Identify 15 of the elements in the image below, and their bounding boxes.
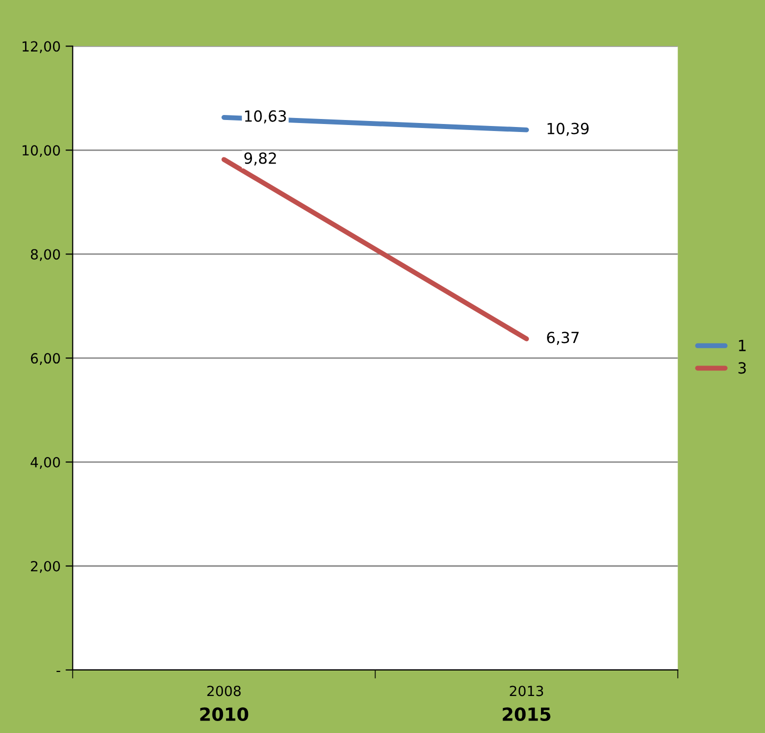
legend-label: 3: [738, 362, 746, 374]
y-tick-label: 12,00: [22, 41, 60, 54]
data-label: 6,37: [547, 332, 579, 345]
y-tick-label: 4,00: [30, 457, 60, 469]
y-tick-label: 8,00: [30, 249, 60, 261]
data-label: 9,82: [244, 152, 276, 166]
legend-label: 1: [738, 340, 746, 352]
data-label: 10,39: [548, 122, 589, 136]
data-label: 10,63: [245, 110, 286, 124]
y-tick-label: 10,00: [22, 145, 60, 158]
x-tick-label: 2013 2015: [502, 686, 550, 722]
y-tick-label: 2,00: [30, 560, 60, 573]
y-tick-label: -: [56, 670, 60, 672]
y-tick-label: 6,00: [30, 353, 60, 365]
x-tick-label: 2008 2010: [200, 686, 248, 722]
